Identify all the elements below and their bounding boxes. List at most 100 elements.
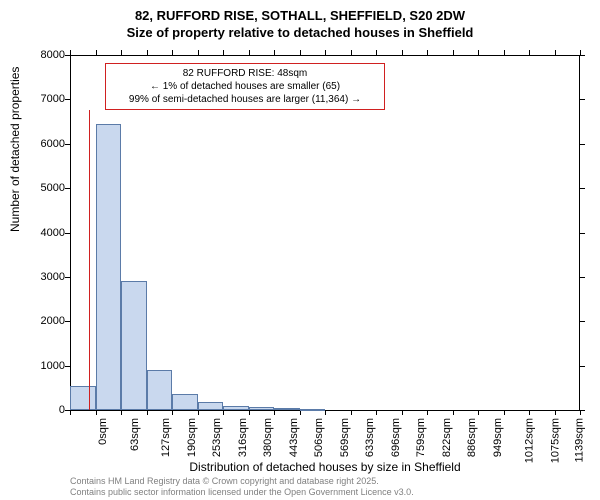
- x-tick-mark: [351, 410, 352, 415]
- footer-line-1: Contains HM Land Registry data © Crown c…: [70, 476, 414, 487]
- y-tick-mark: [580, 233, 585, 234]
- histogram-bar: [274, 408, 300, 410]
- chart-footer: Contains HM Land Registry data © Crown c…: [70, 476, 414, 498]
- y-tick-label: 1000: [30, 360, 65, 372]
- x-tick-mark: [478, 410, 479, 415]
- y-tick-label: 7000: [30, 93, 65, 105]
- y-tick-mark: [580, 99, 585, 100]
- x-tick-mark: [504, 410, 505, 415]
- x-tick-mark: [325, 50, 326, 55]
- x-tick-mark: [172, 410, 173, 415]
- x-tick-mark: [198, 50, 199, 55]
- x-tick-label: 380sqm: [262, 418, 274, 457]
- x-tick-mark: [147, 410, 148, 415]
- x-tick-label: 1075sqm: [549, 418, 561, 463]
- annotation-line-3: 99% of semi-detached houses are larger (…: [112, 93, 378, 106]
- y-tick-label: 3000: [30, 271, 65, 283]
- y-tick-mark: [580, 55, 585, 56]
- histogram-bar: [223, 406, 249, 410]
- histogram-bar: [198, 402, 224, 410]
- x-tick-label: 63sqm: [129, 418, 141, 451]
- y-tick-mark: [65, 233, 70, 234]
- histogram-bar: [70, 386, 96, 410]
- y-tick-mark: [580, 144, 585, 145]
- y-tick-label: 4000: [30, 227, 65, 239]
- y-tick-label: 2000: [30, 315, 65, 327]
- x-tick-label: 190sqm: [186, 418, 198, 457]
- histogram-bar: [121, 281, 147, 410]
- histogram-bar: [96, 124, 122, 410]
- y-tick-mark: [580, 277, 585, 278]
- y-tick-mark: [65, 366, 70, 367]
- annotation-box: 82 RUFFORD RISE: 48sqm ← 1% of detached …: [105, 63, 385, 110]
- x-tick-mark: [249, 50, 250, 55]
- x-axis-label: Distribution of detached houses by size …: [70, 460, 580, 474]
- y-axis-label: Number of detached properties: [8, 67, 22, 232]
- x-tick-mark: [121, 410, 122, 415]
- x-tick-label: 569sqm: [339, 418, 351, 457]
- y-tick-label: 6000: [30, 138, 65, 150]
- histogram-bar: [249, 407, 275, 410]
- y-tick-mark: [65, 144, 70, 145]
- x-tick-mark: [96, 50, 97, 55]
- x-tick-label: 506sqm: [313, 418, 325, 457]
- x-tick-mark: [478, 50, 479, 55]
- x-tick-mark: [70, 410, 71, 415]
- x-tick-mark: [376, 410, 377, 415]
- y-tick-mark: [65, 277, 70, 278]
- x-tick-mark: [172, 50, 173, 55]
- x-tick-mark: [223, 50, 224, 55]
- x-tick-mark: [223, 410, 224, 415]
- x-tick-label: 1012sqm: [523, 418, 535, 463]
- y-tick-mark: [65, 321, 70, 322]
- x-tick-label: 759sqm: [415, 418, 427, 457]
- x-tick-mark: [555, 410, 556, 415]
- y-tick-mark: [580, 321, 585, 322]
- x-tick-mark: [427, 50, 428, 55]
- histogram-bar: [147, 370, 173, 410]
- x-tick-label: 253sqm: [211, 418, 223, 457]
- x-tick-label: 0sqm: [97, 418, 109, 445]
- x-tick-mark: [274, 50, 275, 55]
- x-tick-label: 949sqm: [492, 418, 504, 457]
- title-line-1: 82, RUFFORD RISE, SOTHALL, SHEFFIELD, S2…: [0, 8, 600, 25]
- y-tick-mark: [580, 366, 585, 367]
- y-axis: [70, 55, 71, 410]
- x-tick-mark: [402, 410, 403, 415]
- y-tick-mark: [65, 55, 70, 56]
- x-tick-label: 127sqm: [160, 418, 172, 457]
- x-tick-label: 443sqm: [288, 418, 300, 457]
- x-tick-mark: [580, 410, 581, 415]
- y-tick-label: 5000: [30, 182, 65, 194]
- x-tick-mark: [96, 410, 97, 415]
- x-tick-label: 633sqm: [364, 418, 376, 457]
- y-tick-mark: [65, 188, 70, 189]
- footer-line-2: Contains public sector information licen…: [70, 487, 414, 498]
- annotation-line-1: 82 RUFFORD RISE: 48sqm: [112, 67, 378, 80]
- property-size-chart: 82, RUFFORD RISE, SOTHALL, SHEFFIELD, S2…: [0, 0, 600, 500]
- x-tick-mark: [351, 50, 352, 55]
- x-tick-label: 696sqm: [390, 418, 402, 457]
- x-tick-mark: [555, 50, 556, 55]
- x-tick-mark: [249, 410, 250, 415]
- property-marker-line: [89, 110, 90, 410]
- chart-title: 82, RUFFORD RISE, SOTHALL, SHEFFIELD, S2…: [0, 0, 600, 42]
- histogram-bar: [300, 409, 326, 411]
- x-tick-mark: [376, 50, 377, 55]
- annotation-line-2: ← 1% of detached houses are smaller (65): [112, 80, 378, 93]
- x-tick-mark: [453, 50, 454, 55]
- x-tick-label: 822sqm: [441, 418, 453, 457]
- x-tick-mark: [529, 410, 530, 415]
- x-tick-mark: [121, 50, 122, 55]
- y-tick-mark: [580, 188, 585, 189]
- x-tick-mark: [402, 50, 403, 55]
- x-tick-label: 1139sqm: [573, 418, 585, 462]
- y-tick-label: 8000: [30, 49, 65, 61]
- x-tick-label: 316sqm: [237, 418, 249, 457]
- x-tick-mark: [504, 50, 505, 55]
- x-tick-label: 886sqm: [466, 418, 478, 457]
- x-tick-mark: [325, 410, 326, 415]
- x-tick-mark: [529, 50, 530, 55]
- x-tick-mark: [453, 410, 454, 415]
- x-tick-mark: [580, 50, 581, 55]
